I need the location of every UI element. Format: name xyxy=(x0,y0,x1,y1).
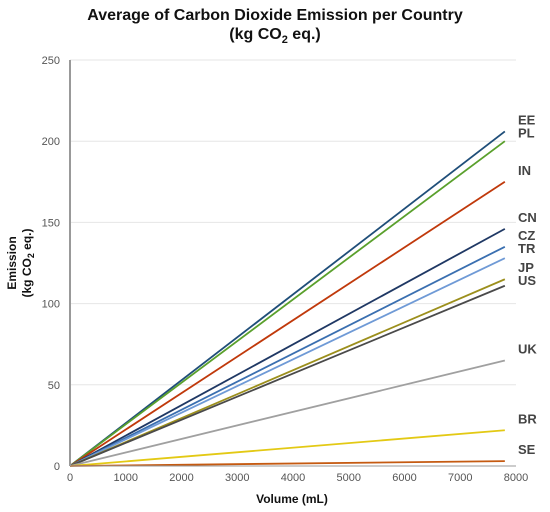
series-line-ee xyxy=(69,130,506,467)
chart-title-line2: (kg CO2 eq.) xyxy=(229,26,320,46)
x-tick-4000: 4000 xyxy=(281,472,305,484)
series-label-tr: TR xyxy=(518,241,536,256)
y-tick-200: 200 xyxy=(42,136,60,148)
series-line-uk xyxy=(69,359,506,467)
series-label-ee: EE xyxy=(518,112,536,127)
series-label-uk: UK xyxy=(518,341,537,356)
series-line-jp xyxy=(69,278,506,467)
series-line-se xyxy=(69,460,505,467)
x-tick-5000: 5000 xyxy=(337,472,361,484)
x-tick-2000: 2000 xyxy=(169,472,193,484)
series-line-pl xyxy=(69,140,506,467)
series-label-in: IN xyxy=(518,163,531,178)
gridlines xyxy=(70,59,516,386)
series-label-us: US xyxy=(518,273,536,288)
y-tick-250: 250 xyxy=(42,55,60,67)
series-line-us xyxy=(69,284,506,467)
y-axis-title: Emission (kg CO2 eq.) xyxy=(5,228,36,297)
y-tick-labels: 0 50 100 150 200 250 xyxy=(42,55,60,473)
x-tick-8000: 8000 xyxy=(504,472,528,484)
x-tick-labels: 0 1000 2000 3000 4000 5000 6000 7000 8000 xyxy=(67,472,528,484)
y-tick-0: 0 xyxy=(54,461,60,473)
x-tick-6000: 6000 xyxy=(392,472,416,484)
series-line-cn xyxy=(69,228,506,467)
y-axis-title-line1: Emission xyxy=(5,236,19,289)
x-tick-0: 0 xyxy=(67,472,73,484)
series-line-in xyxy=(69,181,506,467)
series-line-br xyxy=(69,429,505,467)
y-tick-100: 100 xyxy=(42,299,60,311)
x-axis-title: Volume (mL) xyxy=(256,492,328,506)
chart-title-line1: Average of Carbon Dioxide Emission per C… xyxy=(87,7,463,24)
series-label-pl: PL xyxy=(518,125,535,140)
series-label-cn: CN xyxy=(518,210,537,225)
x-tick-1000: 1000 xyxy=(114,472,138,484)
y-tick-50: 50 xyxy=(48,380,60,392)
series-lines xyxy=(69,130,506,467)
series-label-cz: CZ xyxy=(518,228,535,243)
series-line-cz xyxy=(69,245,506,467)
series-label-se: SE xyxy=(518,442,536,457)
x-tick-7000: 7000 xyxy=(448,472,472,484)
series-label-jp: JP xyxy=(518,260,534,275)
x-tick-3000: 3000 xyxy=(225,472,249,484)
series-label-br: BR xyxy=(518,411,537,426)
y-tick-150: 150 xyxy=(42,217,60,229)
y-axis-title-line2: (kg CO2 eq.) xyxy=(20,228,36,297)
series-line-tr xyxy=(69,257,506,467)
